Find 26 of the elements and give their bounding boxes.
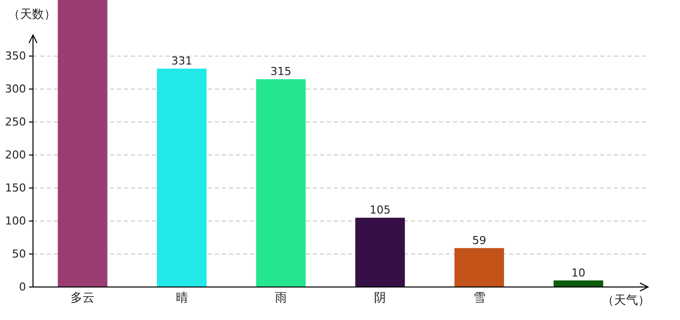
bar [58,0,108,287]
y-tick-label: 300 [5,82,26,96]
bar [454,248,504,287]
bar [355,218,405,287]
data-label: 59 [472,234,486,248]
x-tick-label: 多云 [70,290,95,305]
bar [256,79,306,287]
data-label: 10 [571,266,586,280]
x-tick-label: 晴 [176,290,188,305]
bar [554,280,604,287]
y-tick-label: 0 [19,280,26,294]
bar [156,68,207,287]
y-tick-label: 50 [12,248,26,261]
x-axis-title: （天气） [602,293,650,307]
x-tick-label: 雨 [274,290,287,305]
x-tick-label: 阴 [374,290,386,305]
data-label: 315 [270,65,292,78]
y-tick-label: 250 [5,116,26,129]
data-label: 331 [171,54,192,68]
y-tick-label: 200 [5,148,26,162]
y-tick-label: 150 [5,182,26,195]
y-axis-title: （天数） [8,7,56,21]
data-label: 105 [370,204,391,217]
y-tick-label: 350 [5,50,26,63]
x-tick-label: 雪 [473,290,486,305]
y-tick-label: 100 [5,214,26,228]
